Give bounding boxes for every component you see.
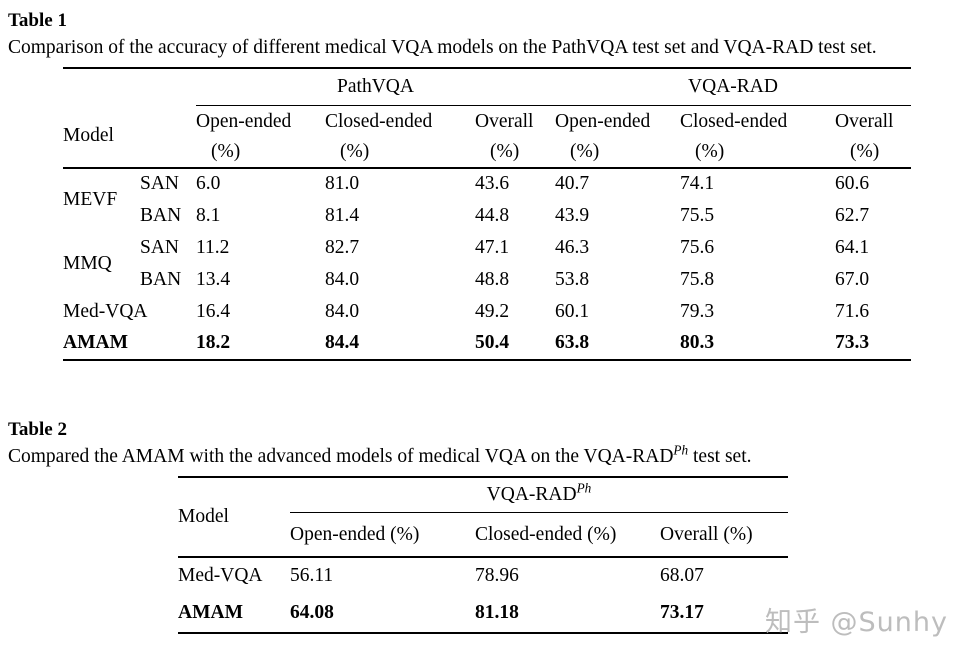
unit-header: (%)	[196, 137, 325, 169]
table-cell: 43.9	[555, 204, 590, 226]
table-cell: 84.0	[325, 300, 360, 322]
col-header-closed-ended: Closed-ended	[680, 111, 788, 133]
col-header-open-ended: Open-ended	[555, 111, 651, 133]
table-cell: 56.11	[290, 565, 334, 587]
table-cell: 75.5	[680, 204, 715, 226]
group-superscript: Ph	[576, 480, 592, 496]
col-header-overall: Overall	[835, 111, 894, 133]
table-cell: 64.08	[290, 594, 475, 634]
col-header-open-ended: Open-ended	[196, 111, 292, 133]
table-cell: 44.8	[475, 204, 510, 226]
table-cell: 11.2	[196, 236, 230, 258]
table-cell: 49.2	[475, 300, 510, 322]
table-cell: 40.7	[555, 173, 590, 195]
table-2: Model VQA-RADPh Open-ended (%) Closed-en…	[178, 475, 788, 634]
caption-text: Compared the AMAM with the advanced mode…	[8, 445, 674, 467]
watermark: 知乎 @Sunhy	[764, 607, 948, 638]
model-group-mevf: MEVF	[63, 189, 118, 211]
col-header-closed-ended: Closed-ended	[325, 111, 433, 133]
table-cell: 53.8	[555, 268, 590, 290]
table-cell: 81.4	[325, 204, 360, 226]
table-cell: 80.3	[680, 327, 835, 361]
model-group-mmq: MMQ	[63, 252, 112, 274]
model-variant: SAN	[140, 236, 180, 258]
table-cell: 68.07	[660, 565, 704, 587]
table-cell: 75.8	[680, 268, 715, 290]
table-cell: 84.0	[325, 268, 360, 290]
table-cell: 62.7	[835, 204, 870, 226]
model-group-medvqa: Med-VQA	[63, 300, 148, 322]
table-cell: 78.96	[475, 565, 519, 587]
table-cell: 43.6	[475, 173, 510, 195]
table-cell: 73.17	[660, 594, 788, 634]
table-1: PathVQA VQA-RAD Model Open-ended Closed-…	[63, 66, 911, 361]
unit-header: (%)	[475, 137, 555, 169]
table-cell: 84.4	[325, 327, 475, 361]
table-cell: 75.6	[680, 236, 715, 258]
table-cell: 67.0	[835, 268, 870, 290]
caption-superscript: Ph	[673, 442, 689, 458]
table-cell: 16.4	[196, 300, 231, 322]
unit-header: (%)	[325, 137, 475, 169]
table-cell: 60.1	[555, 300, 590, 322]
unit-header: (%)	[680, 137, 835, 169]
table-cell: 47.1	[475, 236, 510, 258]
table-cell: 48.8	[475, 268, 510, 290]
table-cell: 74.1	[680, 173, 715, 195]
table-cell: 6.0	[196, 173, 221, 195]
model-variant: BAN	[140, 204, 182, 226]
model-group-amam: AMAM	[178, 594, 290, 634]
table-cell: 82.7	[325, 236, 360, 258]
table-cell: 63.8	[555, 327, 680, 361]
group-title: VQA-RAD	[486, 484, 577, 506]
model-variant: SAN	[140, 173, 180, 195]
model-variant: BAN	[140, 268, 182, 290]
table-cell: 73.3	[835, 327, 911, 361]
col-group-vqa-rad-ph: VQA-RADPh	[290, 475, 788, 514]
col-header-overall: Overall	[475, 111, 534, 133]
table-cell: 60.6	[835, 173, 870, 195]
model-column-header: Model	[63, 105, 196, 169]
table-2-caption: Compared the AMAM with the advanced mode…	[8, 442, 962, 470]
col-header-closed-ended: Closed-ended (%)	[475, 512, 660, 558]
caption-text: test set.	[688, 445, 752, 467]
table-1-caption: Comparison of the accuracy of different …	[8, 37, 877, 58]
table-2-label: Table 2	[8, 418, 67, 440]
corner-blank	[63, 66, 196, 106]
table-cell: 79.3	[680, 300, 715, 322]
table-cell: 18.2	[196, 327, 325, 361]
table-cell: 64.1	[835, 236, 870, 258]
page: Table 1 Comparison of the accuracy of di…	[8, 10, 962, 638]
table-cell: 13.4	[196, 268, 231, 290]
table-cell: 71.6	[835, 300, 870, 322]
table-cell: 81.18	[475, 594, 660, 634]
col-group-vqa-rad: VQA-RAD	[555, 66, 911, 107]
table-1-label: Table 1	[8, 10, 67, 31]
unit-header: (%)	[835, 137, 911, 169]
table-cell: 50.4	[475, 327, 555, 361]
model-group-amam: AMAM	[63, 327, 196, 361]
col-header-open-ended: Open-ended (%)	[290, 512, 475, 558]
model-column-header: Model	[178, 475, 290, 558]
col-header-overall: Overall (%)	[660, 512, 788, 558]
table-cell: 81.0	[325, 173, 360, 195]
model-group-medvqa: Med-VQA	[178, 565, 263, 587]
table-cell: 46.3	[555, 236, 590, 258]
table-cell: 8.1	[196, 204, 221, 226]
unit-header: (%)	[555, 137, 680, 169]
col-group-pathvqa: PathVQA	[196, 66, 555, 107]
